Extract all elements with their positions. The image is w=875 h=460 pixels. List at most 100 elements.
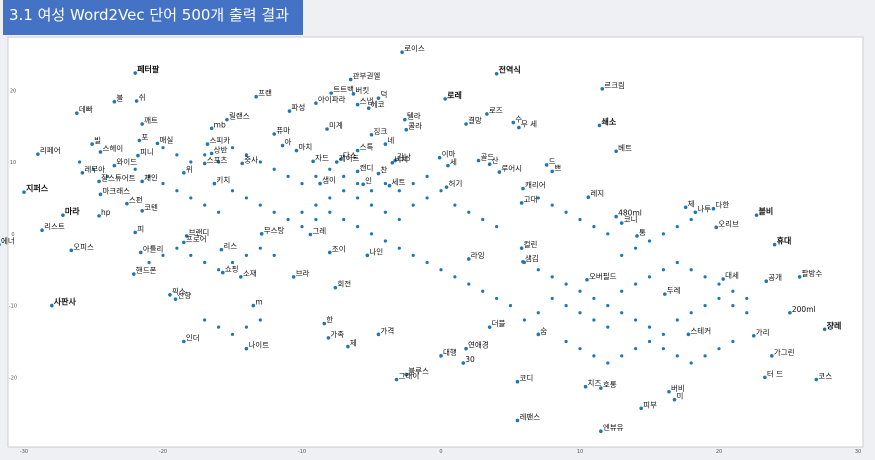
data-point — [203, 153, 207, 157]
data-point — [393, 158, 397, 163]
data-point — [461, 361, 466, 365]
point-label: 다한 — [715, 201, 729, 210]
data-point — [280, 143, 285, 148]
data-point — [328, 167, 332, 171]
point-label: 에너 — [1, 236, 15, 246]
data-point — [620, 253, 624, 257]
data-point — [356, 225, 360, 229]
data-point — [133, 71, 137, 75]
data-point — [515, 379, 520, 384]
point-label: 더블 — [492, 319, 506, 328]
point-label: 블루스 — [408, 367, 429, 376]
point-label: 한 — [326, 316, 333, 325]
data-point — [536, 332, 541, 337]
data-point — [155, 141, 160, 146]
data-point — [258, 203, 262, 207]
data-point — [578, 217, 582, 222]
point-label: 휴대 — [777, 236, 792, 246]
point-label: 다스 — [343, 151, 357, 160]
point-label: 키치 — [216, 176, 230, 185]
data-point — [259, 232, 264, 236]
point-label: 쇄소 — [601, 116, 616, 126]
data-point — [634, 246, 638, 250]
data-point — [635, 234, 639, 238]
x-tick-label: 30 — [855, 449, 861, 455]
data-point — [564, 304, 568, 308]
data-point — [22, 190, 26, 194]
data-point — [308, 232, 313, 237]
data-point — [703, 304, 707, 308]
x-tick-label: 0 — [439, 449, 442, 455]
y-tick-label: -10 — [9, 304, 17, 310]
data-point — [797, 275, 802, 279]
data-point — [161, 181, 165, 186]
data-point — [369, 203, 374, 207]
data-point — [0, 243, 1, 247]
data-point — [342, 174, 346, 178]
data-point — [606, 325, 610, 329]
data-point — [721, 277, 725, 281]
data-point — [342, 217, 346, 222]
point-label: 가리 — [756, 328, 770, 337]
point-label: 레팬스 — [519, 412, 540, 421]
point-label: mb — [214, 120, 226, 129]
data-point — [511, 120, 516, 125]
point-label: 콜라 — [408, 122, 422, 131]
data-point — [217, 268, 221, 272]
data-point — [497, 170, 502, 174]
point-label: 게이트 — [339, 153, 360, 163]
data-point — [361, 182, 365, 187]
data-point — [619, 221, 624, 225]
data-point — [184, 234, 189, 238]
point-label: 코니 — [624, 215, 638, 224]
data-point — [731, 304, 735, 308]
point-label: 브랜디 — [189, 227, 210, 237]
point-label: 캐리어 — [525, 180, 546, 190]
point-label: 오리브 — [718, 219, 739, 228]
data-point — [244, 253, 248, 257]
data-point — [239, 275, 243, 279]
data-point — [564, 339, 568, 344]
data-point — [661, 332, 666, 336]
point-label: 데빠 — [79, 104, 93, 114]
y-tick-label: -20 — [9, 375, 17, 381]
y-tick-label: 0 — [11, 232, 14, 238]
point-label: 캔디 — [360, 162, 374, 172]
data-point — [138, 250, 143, 255]
data-point — [620, 354, 624, 358]
point-label: 회전 — [337, 279, 351, 289]
data-point — [133, 230, 137, 235]
point-label: 산향 — [178, 290, 192, 300]
data-point — [634, 347, 638, 351]
point-label: 빌 — [94, 136, 101, 145]
data-point — [328, 250, 332, 255]
data-point — [536, 196, 540, 200]
point-label: 깨트 — [144, 115, 158, 125]
data-point — [209, 151, 214, 156]
point-label: 프로어 — [186, 233, 207, 243]
data-point — [647, 239, 652, 243]
point-label: 텔라 — [407, 112, 421, 121]
point-label: 미계 — [329, 120, 343, 130]
point-label: 코디 — [519, 374, 533, 383]
data-point — [675, 260, 679, 265]
data-point — [763, 375, 767, 380]
data-point — [689, 217, 693, 222]
point-label: 체 — [688, 198, 695, 208]
data-point — [487, 162, 492, 166]
data-point — [464, 122, 468, 126]
point-label: 골드 — [481, 153, 495, 162]
data-point — [203, 318, 207, 322]
data-point — [693, 210, 698, 215]
point-label: 미 — [677, 392, 684, 401]
point-label: 레무아 — [84, 164, 105, 174]
data-point — [397, 246, 401, 250]
data-point — [661, 347, 666, 351]
data-point — [606, 304, 610, 308]
data-point — [550, 203, 554, 207]
data-point — [614, 149, 618, 154]
data-point — [329, 91, 333, 95]
data-point — [272, 210, 276, 214]
point-label: 코텐 — [144, 202, 158, 212]
data-point — [300, 181, 304, 186]
